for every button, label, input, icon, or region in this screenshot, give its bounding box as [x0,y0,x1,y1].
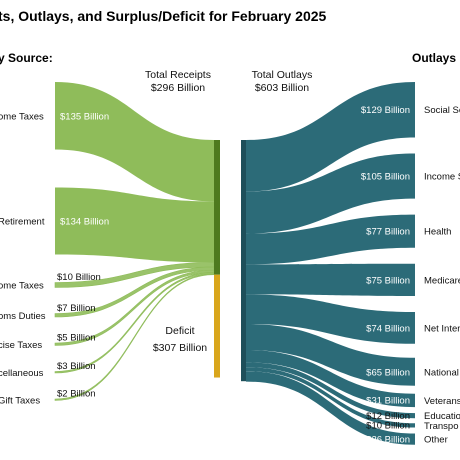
receipt-value-label: $7 Billion [57,303,96,314]
receipt-flow-3-billion [54,272,215,374]
outlay-label: Other [424,435,448,446]
outlay-label: Income S [424,172,460,183]
outlay-label: Net Inter [424,323,460,334]
outlay-label: Veterans [424,396,460,407]
bars-layer [214,140,246,382]
total-receipts-value: $296 Billion [151,82,205,94]
outlay-value-label: $10 Billion [366,421,410,432]
outlay-flow-net-inter [246,294,415,344]
receipt-value-label: $134 Billion [60,217,109,228]
outlay-flow-other [246,371,415,445]
outlay-flow-health [246,214,415,265]
total-receipts-bar [214,140,220,275]
deficit-title: Deficit [165,325,194,337]
receipt-label: cellaneous [0,368,44,379]
receipt-value-label: $5 Billion [57,333,96,344]
outlay-flow-income-s [246,153,415,234]
outlay-flow-veterans [246,350,415,408]
outlay-flow-medicare [246,263,415,296]
outlay-label: Medicare [424,275,460,286]
outlay-label: Transpo [424,421,459,432]
total-outlays-bar [241,140,246,382]
deficit-value: $307 Billion [153,342,207,354]
outlay-value-label: $31 Billion [366,396,410,407]
outlay-flow-national [246,324,415,386]
receipt-label: oms Duties [0,311,46,322]
labels-layer: ome Taxes $135 Billion Retirement $134 Bill… [0,105,460,445]
outlay-label: Health [424,227,451,238]
chart-title: ts, Outlays, and Surplus/Deficit for Feb… [0,8,327,24]
outlay-flow-social-se [246,82,415,192]
receipt-value-label: $10 Billion [57,272,101,283]
outlay-value-label: $75 Billion [366,275,410,286]
receipt-value-label: $3 Billion [57,361,96,372]
outlay-value-label: $74 Billion [366,323,410,334]
receipt-label: ome Taxes [0,111,44,122]
total-receipts-title: Total Receipts [145,69,211,81]
outlay-value-label: $12 Billion [366,411,410,422]
receipt-value-label: $135 Billion [60,111,109,122]
receipt-label: ome Taxes [0,281,44,292]
outlays-header: Outlays [412,51,456,65]
outlay-value-label: $129 Billion [361,105,410,116]
total-outlays-value: $603 Billion [255,82,309,94]
receipt-flow-135-billion [55,82,214,202]
outlay-flow-educatio [246,362,415,419]
outlay-label: National [424,367,459,378]
outlay-label: Educatio [424,411,460,422]
outlay-flow-transpo [246,367,415,428]
receipt-value-label: $2 Billion [57,389,96,400]
outlay-value-label: $105 Billion [361,172,410,183]
outlay-label: Social Se [424,105,460,116]
receipt-label: cise Taxes [0,340,42,351]
receipts-source-header: y Source: [0,51,53,65]
outlay-value-label: $77 Billion [366,227,410,238]
outlay-value-label: $26 Billion [366,434,410,445]
flows-layer [54,82,415,445]
deficit-bar [214,274,220,378]
receipt-label: Retirement [0,217,45,228]
receipt-label: Gift Taxes [0,395,40,406]
outlay-value-label: $65 Billion [366,367,410,378]
total-outlays-title: Total Outlays [252,69,313,81]
receipt-flow-134-billion [55,187,214,263]
